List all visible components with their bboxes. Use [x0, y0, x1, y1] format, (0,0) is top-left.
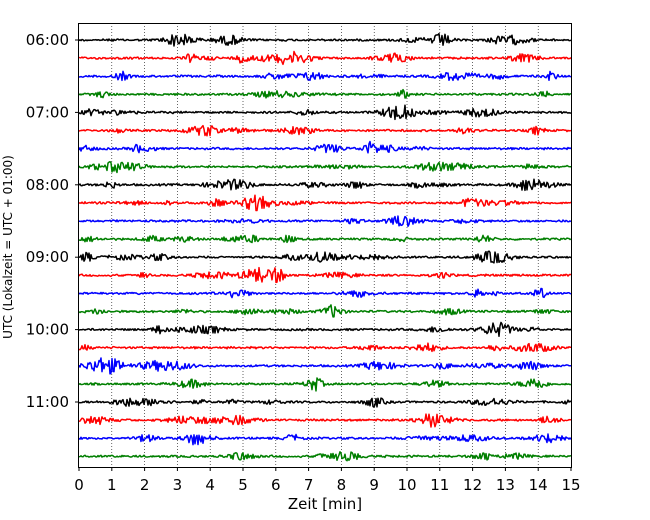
trace-22	[78, 433, 572, 446]
trace-2	[78, 70, 572, 82]
trace-19	[78, 377, 572, 392]
x-tick-label-13: 13	[496, 476, 515, 494]
trace-8	[78, 178, 572, 192]
trace-18	[78, 357, 571, 375]
x-tick-label-0: 0	[74, 476, 84, 494]
x-tick-label-6: 6	[271, 476, 281, 494]
trace-7	[78, 160, 572, 174]
x-tick-label-3: 3	[173, 476, 183, 494]
y-tick-label-2: 08:00	[26, 176, 69, 194]
trace-4	[78, 104, 572, 121]
trace-11	[78, 234, 572, 244]
trace-5	[78, 124, 572, 137]
trace-15	[78, 304, 572, 318]
x-tick-label-12: 12	[463, 476, 482, 494]
y-tick-label-0: 06:00	[26, 31, 69, 49]
y-tick-label-5: 11:00	[26, 393, 69, 411]
trace-14	[78, 287, 572, 299]
trace-21	[78, 413, 572, 428]
trace-16	[78, 321, 572, 338]
x-tick-label-5: 5	[238, 476, 248, 494]
x-tick-label-9: 9	[369, 476, 379, 494]
y-tick-label-1: 07:00	[26, 103, 69, 121]
x-tick-label-4: 4	[205, 476, 215, 494]
trace-3	[78, 88, 572, 99]
x-ticks-layer: 0 1 2 3 4 5 6 7 8 9 10 11 12 13 14 15	[74, 467, 581, 494]
trace-1	[78, 50, 572, 66]
plot-frame	[78, 23, 572, 468]
x-tick-label-7: 7	[304, 476, 314, 494]
x-tick-label-8: 8	[337, 476, 347, 494]
y-ticks-layer: 06:00 07:00 08:00 09:00 10:00 11:00	[26, 31, 79, 411]
y-tick-label-3: 09:00	[26, 248, 69, 266]
trace-0	[78, 32, 572, 47]
x-tick-label-1: 1	[107, 476, 117, 494]
x-tick-label-10: 10	[397, 476, 416, 494]
trace-9	[78, 194, 572, 212]
trace-17	[78, 342, 572, 353]
trace-12	[78, 250, 572, 264]
trace-23	[78, 451, 572, 462]
grid-layer	[111, 23, 539, 467]
y-axis-label: UTC (Lokalzeit = UTC + 01:00)	[1, 155, 15, 339]
trace-13	[78, 266, 572, 284]
traces-layer	[78, 32, 572, 462]
x-tick-label-15: 15	[561, 476, 580, 494]
x-tick-label-14: 14	[529, 476, 548, 494]
y-tick-label-4: 10:00	[26, 321, 69, 339]
trace-10	[78, 215, 572, 227]
trace-20	[78, 397, 572, 408]
x-tick-label-2: 2	[140, 476, 150, 494]
x-tick-label-11: 11	[430, 476, 449, 494]
trace-6	[78, 140, 572, 154]
x-axis-label: Zeit [min]	[288, 495, 362, 513]
